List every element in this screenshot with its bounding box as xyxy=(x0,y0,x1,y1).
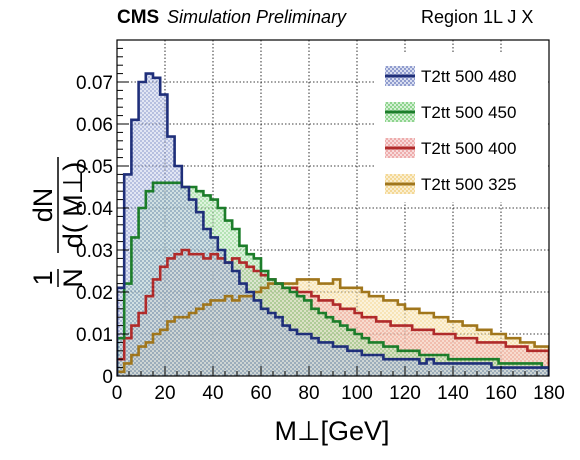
y-tick-label: 0.02 xyxy=(76,283,113,304)
y-title-den: d( M⊥) xyxy=(58,162,88,249)
y-tick-label: 0 xyxy=(102,367,113,388)
legend-label: T2tt 500 450 xyxy=(421,103,516,122)
x-tick-label: 140 xyxy=(437,383,469,404)
x-tick-labels: 0 20 40 60 80 100 120 140 160 180 xyxy=(112,383,565,404)
legend: T2tt 500 480 T2tt 500 450 T2tt 500 400 T2tt… xyxy=(376,52,548,202)
y-title-prefix-den: N xyxy=(58,268,88,288)
x-tick-label: 180 xyxy=(533,383,565,404)
legend-label: T2tt 500 480 xyxy=(421,67,516,86)
y-tick-label: 0.04 xyxy=(76,199,113,220)
y-title-prefix-num: 1 xyxy=(28,270,58,285)
x-tick-label: 20 xyxy=(154,383,175,404)
legend-label: T2tt 500 325 xyxy=(421,175,516,194)
y-tick-label: 0.03 xyxy=(76,241,113,262)
legend-label: T2tt 500 400 xyxy=(421,139,516,158)
series-line-0 xyxy=(117,72,549,376)
y-tick-label: 0.07 xyxy=(76,73,113,94)
experiment-label: CMS xyxy=(117,7,159,28)
y-tick-label: 0.06 xyxy=(76,115,113,136)
x-tick-label: 40 xyxy=(202,383,223,404)
x-tick-label: 80 xyxy=(298,383,319,404)
x-tick-label: 160 xyxy=(485,383,517,404)
x-tick-label: 60 xyxy=(250,383,271,404)
status-label: Simulation Preliminary xyxy=(167,7,347,27)
region-label: Region 1L J X xyxy=(421,7,533,27)
series-line-2 xyxy=(117,248,549,376)
y-tick-label: 0.01 xyxy=(76,325,113,346)
x-tick-label: 120 xyxy=(389,383,421,404)
y-title-num: dN xyxy=(28,188,58,223)
series-lines xyxy=(117,72,549,376)
y-tick-labels: 0 0.01 0.02 0.03 0.04 0.05 0.06 0.07 xyxy=(76,73,113,388)
x-tick-label: 0 xyxy=(112,383,123,404)
y-tick-label: 0.05 xyxy=(76,157,113,178)
axis-ticks xyxy=(116,47,550,377)
x-tick-label: 100 xyxy=(341,383,373,404)
x-axis-title: M⊥[GeV] xyxy=(274,416,389,446)
y-axis-title: 1 N dN d( M⊥) xyxy=(28,157,88,288)
series-line-3 xyxy=(117,278,549,376)
